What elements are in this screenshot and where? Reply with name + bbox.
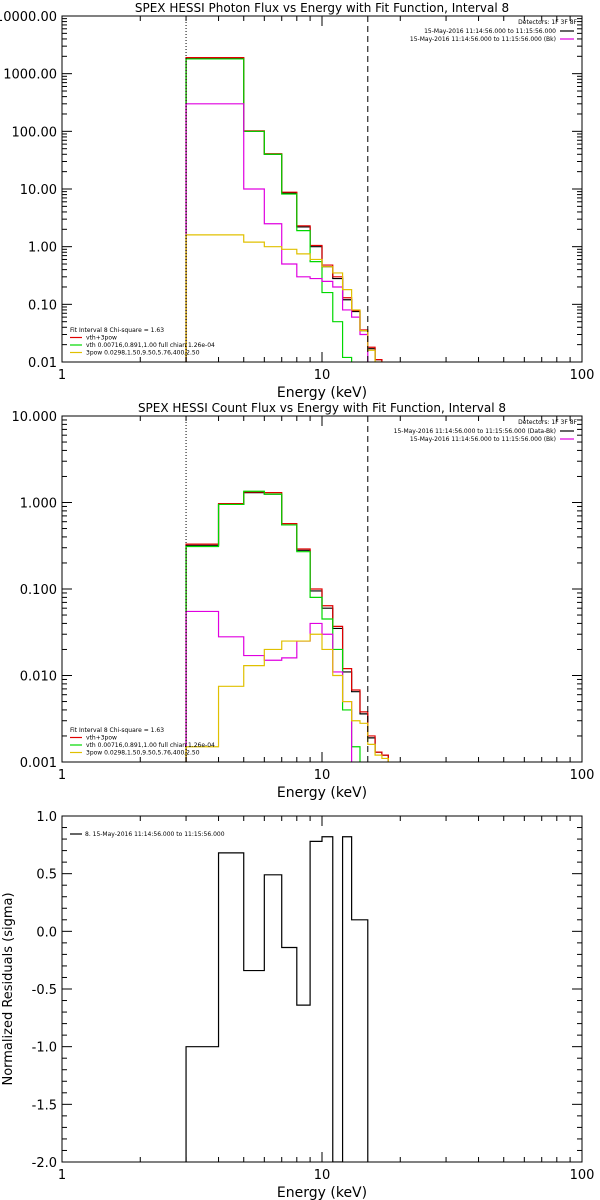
series-5-line [185,633,389,762]
x-axis-label: Energy (keV) [277,785,367,801]
fit-legend-label: vth+3pow [86,335,117,342]
y-tick-label: 0.5 [36,868,57,883]
axes-frame-1 [61,15,583,363]
x-tick-label: 100 [570,768,595,783]
series-5-line [185,234,389,362]
y-tick-label: 10.00 [20,183,57,198]
fit-legend-label: 3pow 0.0298,1.50,9.50,5.76,400,2.50 [86,350,200,357]
series-3-line [185,58,361,362]
y-axis-label: Normalized Residuals (sigma) [1,892,16,1085]
chart-title: SPEX HESSI Photon Flux vs Energy with Fi… [135,1,509,15]
x-tick-label: 100 [570,368,595,383]
legend-label: 15-May-2016 11:14:56.000 to 11:15:56.000 [424,28,556,35]
x-tick-label: 1 [58,368,66,383]
y-tick-label: -0.5 [32,983,57,998]
y-tick-label: 0.10 [28,298,57,313]
y-tick-label: 10.000 [12,410,58,425]
y-tick-label: -1.5 [32,1098,57,1113]
fit-legend-label: vth+3pow [86,735,117,742]
series-3-line [185,490,361,762]
y-tick-label: 0.100 [20,583,57,598]
legend-header: Detectors: 1F 3F 8F [518,19,577,26]
chart-panel-2 [185,490,389,762]
axes-frame-3 [61,815,583,1163]
series-1-line [185,836,369,1162]
x-tick-label: 10 [314,768,331,783]
fit-legend-label: vth 0.00716,0.891,1.00 full chian 1.26e-… [86,342,215,349]
y-tick-label: 100.00 [12,125,58,140]
x-tick-label: 100 [570,1168,595,1183]
fit-legend-label: vth 0.00716,0.891,1.00 full chian 1.26e-… [86,742,215,749]
legend-label: 15-May-2016 11:14:56.000 to 11:15:56.000… [394,428,556,435]
x-axis-label: Energy (keV) [277,385,367,401]
y-tick-label: -1.0 [32,1041,57,1056]
legend-header: Detectors: 1F 3F 8F [518,419,577,426]
y-tick-label: 1.000 [20,497,57,512]
fit-legend-label: Fit Interval 8 Chi-square = 1.63 [70,727,164,734]
y-tick-label: 0.010 [20,670,57,685]
series-2-line [185,491,389,762]
fit-legend-label: Fit Interval 8 Chi-square = 1.63 [70,327,164,334]
y-tick-label: 1.0 [36,810,57,825]
x-tick-label: 1 [58,1168,66,1183]
chart-panel-3 [185,836,369,1162]
chart-panel-1 [185,56,389,362]
y-tick-label: -2.0 [32,1156,57,1171]
legend-label: 15-May-2016 11:14:56.000 to 11:15:56.000… [410,36,556,43]
x-tick-label: 1 [58,768,66,783]
x-tick-label: 10 [314,368,331,383]
y-tick-label: 10000.00 [0,10,57,25]
legend-label: 15-May-2016 11:14:56.000 to 11:15:56.000… [410,436,556,443]
chart-title: SPEX HESSI Count Flux vs Energy with Fit… [138,401,506,415]
y-tick-label: 0.01 [28,356,57,371]
y-tick-label: 1.00 [28,241,57,256]
series-1-line [185,492,389,762]
series-4-line [185,103,369,362]
legend-label: 8. 15-May-2016 11:14:56.000 to 11:15:56.… [85,831,225,838]
series-4-line [185,610,353,762]
y-tick-label: 0.001 [20,756,57,771]
y-tick-label: 1000.00 [3,68,57,83]
y-tick-label: 0.0 [36,925,57,940]
x-axis-label: Energy (keV) [277,1185,367,1200]
fit-legend-label: 3pow 0.0298,1.50,9.50,5.76,400,2.50 [86,750,200,757]
x-tick-label: 10 [314,1168,331,1183]
